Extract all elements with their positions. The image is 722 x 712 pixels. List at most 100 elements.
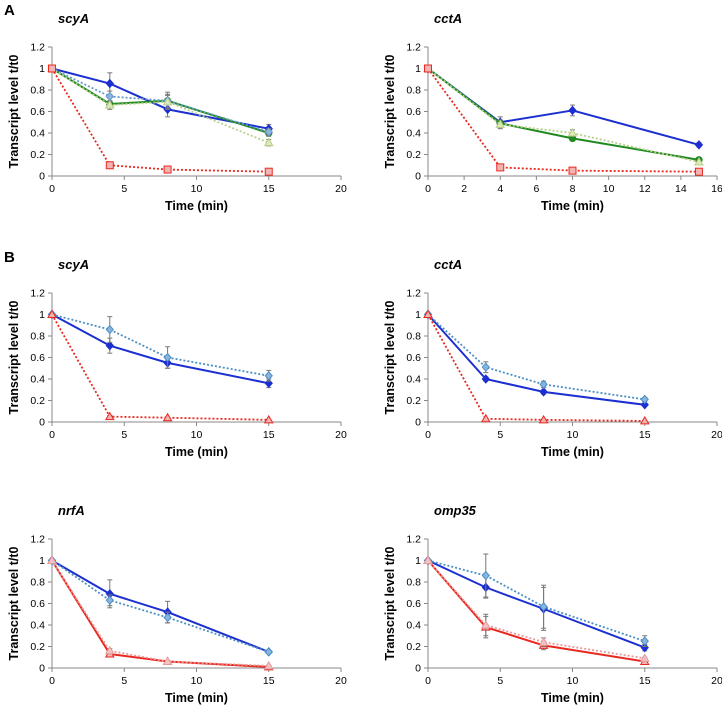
x-tick-label: 10 [603,183,615,195]
data-point [105,78,114,89]
y-tick-label: 0.4 [406,374,421,386]
series-line [51,313,269,377]
x-axis-title: Time (min) [541,445,604,459]
x-tick-label: 20 [335,675,347,687]
series-pink-dotted [47,555,274,670]
data-point [639,415,650,425]
data-point [481,362,490,372]
y-tick-label: 0.2 [406,149,421,161]
data-point [163,612,172,623]
data-point [423,555,433,564]
x-axis-title: Time (min) [165,445,228,459]
chart-4: 0 0.2 0.4 0.6 0.8 1 1.2 0 5 10 15 20 Time (min) Trans… [383,257,722,459]
series-line [51,559,269,668]
y-tick-label: 0.6 [30,352,45,364]
data-point [105,595,114,606]
x-tick-label: 15 [263,429,275,441]
y-tick-label: 1.2 [30,288,45,300]
y-tick-label: 1 [39,63,45,75]
data-point [539,379,548,390]
data-point [538,637,549,646]
x-tick-label: 0 [49,675,55,687]
data-point [162,656,173,666]
y-tick-label: 0.6 [406,352,421,364]
x-axis-title: Time (min) [165,199,228,213]
y-tick-label: 0.8 [406,85,421,97]
y-axis-title: Transcript level t/t0 [383,54,397,168]
series-red [423,309,650,425]
y-tick-label: 0.4 [30,374,45,386]
y-tick-label: 0.2 [30,395,45,407]
y-tick-label: 0.6 [30,106,45,118]
x-tick-label: 15 [263,183,275,195]
x-tick-label: 20 [711,429,722,441]
y-tick-label: 0.8 [30,577,45,589]
data-point [47,309,57,318]
chart-1: 0 0.2 0.4 0.6 0.8 1 1.2 0 5 10 15 20 Time (min) Trans… [7,11,347,213]
y-tick-label: 0 [39,417,45,429]
data-point [694,157,704,166]
y-tick-label: 0 [39,171,45,183]
series-line [427,67,700,163]
y-tick-label: 1 [415,555,421,567]
x-axis-title: Time (min) [165,691,228,705]
data-point [263,137,274,147]
data-point [163,165,172,174]
series-blue-dotted [47,309,273,382]
chart-5: 0 0.2 0.4 0.6 0.8 1 1.2 0 5 10 15 20 Time (min) Trans… [7,503,347,705]
series-blue-dotted [47,555,273,657]
y-tick-label: 0.2 [30,149,45,161]
y-tick-label: 1 [415,309,421,321]
y-tick-label: 0.4 [406,620,421,632]
series-line [51,67,270,133]
data-point [539,387,548,397]
chart-title: cctA [434,11,462,26]
y-tick-label: 0 [415,171,421,183]
y-axis-title: Transcript level t/t0 [383,300,397,414]
series-blue [423,309,649,410]
data-point [424,64,432,73]
series-line [427,313,645,401]
y-tick-label: 0.8 [30,85,45,97]
series-blue [423,555,649,653]
data-point [423,309,433,318]
data-point [264,647,273,657]
chart-2: 0 0.2 0.4 0.6 0.8 1 1.2 0 2 4 6 8 10 12 14 16 Time (min)… [383,11,722,213]
data-point [539,601,548,612]
data-point [495,119,506,128]
data-point [163,352,172,363]
data-point [480,413,491,423]
panel-label-a: A [4,2,15,19]
data-point [496,163,505,172]
y-tick-label: 0 [39,663,45,675]
x-tick-label: 5 [121,675,127,687]
y-tick-label: 0.8 [406,577,421,589]
series-line [51,314,269,421]
y-tick-label: 1.2 [406,534,421,546]
data-point [694,167,703,176]
data-point [640,400,649,410]
series-line [427,314,645,422]
series-green [424,64,703,164]
series-line [427,559,646,642]
x-tick-label: 10 [567,429,579,441]
x-tick-label: 10 [567,675,579,687]
data-point [47,555,57,564]
series-blue-dotted [423,553,649,647]
y-tick-label: 0.4 [30,128,45,140]
series-line [51,559,270,653]
series-red [47,309,274,424]
chart-3: 0 0.2 0.4 0.6 0.8 1 1.2 0 5 10 15 20 Time (min) Trans… [7,257,347,459]
x-tick-label: 0 [49,429,55,441]
data-point [105,324,114,335]
series-line [427,559,646,649]
y-tick-label: 1.2 [406,288,421,300]
data-point [640,636,649,646]
y-axis-title: Transcript level t/t0 [7,300,21,414]
series-line [427,67,700,161]
y-tick-label: 0.2 [406,641,421,653]
y-tick-label: 0 [415,417,421,429]
series-light-green-dotted [423,63,704,166]
